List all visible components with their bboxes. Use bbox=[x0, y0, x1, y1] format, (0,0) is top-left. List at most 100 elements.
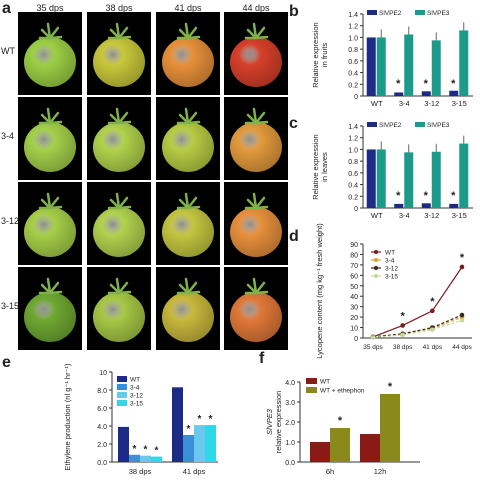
panel-label-b: b bbox=[289, 3, 299, 20]
legend-label: 3-4 bbox=[385, 258, 395, 265]
data-point bbox=[459, 317, 465, 323]
tomato-fruit-image bbox=[24, 192, 76, 257]
y-tick-label: 10 bbox=[350, 326, 358, 333]
bar bbox=[394, 92, 404, 96]
tomato-fruit-image bbox=[162, 107, 214, 172]
bar bbox=[183, 435, 194, 462]
bar bbox=[194, 425, 205, 462]
legend-swatch bbox=[415, 122, 425, 127]
bar bbox=[151, 456, 162, 462]
fruit-photo bbox=[87, 97, 151, 180]
x-tick-label: 3-4 bbox=[399, 99, 410, 108]
y-tick-label: 0.0 bbox=[97, 460, 107, 467]
y-tick-label: 0 bbox=[354, 94, 358, 101]
panel-label-c: c bbox=[289, 115, 298, 132]
data-point bbox=[459, 264, 465, 270]
significance-star: * bbox=[401, 310, 406, 322]
tomato-fruit-image bbox=[93, 107, 145, 172]
tomato-fruit-image bbox=[93, 22, 145, 87]
y-tick-label: 1.0 bbox=[348, 147, 358, 154]
significance-star: * bbox=[198, 414, 202, 425]
y-tick-label: 0 bbox=[354, 336, 358, 343]
panel-label-d: d bbox=[289, 228, 299, 245]
legend-marker bbox=[374, 250, 378, 254]
legend-label: WT bbox=[320, 379, 330, 386]
panel-label-f: f bbox=[259, 350, 265, 367]
fruit-photo bbox=[87, 182, 151, 265]
y-tick-label: 1.4 bbox=[348, 12, 358, 19]
bar bbox=[394, 203, 404, 208]
data-point bbox=[430, 308, 435, 314]
y-tick-label: 6.0 bbox=[97, 406, 107, 413]
tomato-fruit-image bbox=[162, 277, 214, 342]
y-tick-label: 30 bbox=[350, 305, 358, 312]
significance-star: * bbox=[451, 190, 456, 202]
y-tick-label: 0.8 bbox=[348, 47, 358, 54]
bar bbox=[449, 203, 459, 208]
y-tick-label: 0.4 bbox=[348, 183, 358, 190]
y-tick-label: 3.0 bbox=[285, 400, 295, 407]
y-tick-label: 1.0 bbox=[348, 35, 358, 42]
fruit-photo bbox=[224, 267, 288, 350]
bar bbox=[376, 37, 386, 96]
significance-star: * bbox=[187, 424, 191, 435]
legend-swatch bbox=[117, 400, 127, 406]
y-axis-title: Relative expression bbox=[311, 134, 320, 199]
bar bbox=[449, 90, 459, 96]
fruit-photo bbox=[87, 267, 151, 350]
data-point bbox=[400, 323, 405, 328]
y-tick-label: 0.6 bbox=[348, 171, 358, 178]
fruit-photo bbox=[156, 182, 220, 265]
y-tick-label: 80 bbox=[350, 252, 358, 259]
legend-swatch bbox=[367, 122, 377, 127]
tomato-fruit-image bbox=[230, 22, 282, 87]
significance-star: * bbox=[451, 78, 456, 90]
photo-row-label: 3-12 bbox=[1, 216, 20, 226]
tomato-fruit-image bbox=[230, 192, 282, 257]
x-tick-label: 12h bbox=[374, 467, 387, 476]
fruit-photo bbox=[224, 12, 288, 95]
legend-swatch bbox=[117, 392, 127, 398]
tomato-fruit-image bbox=[230, 107, 282, 172]
y-tick-label: 20 bbox=[350, 315, 358, 322]
y-axis-title: Ethylene production (nl g⁻¹ hr⁻¹) bbox=[63, 363, 72, 471]
y-tick-label: 0.2 bbox=[348, 82, 358, 89]
bar bbox=[118, 426, 129, 462]
tomato-fruit-image bbox=[93, 277, 145, 342]
significance-star: * bbox=[460, 252, 465, 264]
photo-row-label: 3-15 bbox=[1, 301, 20, 311]
y-tick-label: 70 bbox=[350, 263, 358, 270]
legend-label: WT bbox=[385, 250, 395, 257]
tomato-fruit-image bbox=[93, 192, 145, 257]
fruit-photo bbox=[156, 97, 220, 180]
significance-star: * bbox=[144, 445, 148, 456]
bar bbox=[459, 30, 469, 96]
legend-swatch bbox=[306, 378, 317, 384]
y-tick-label: 1.2 bbox=[348, 136, 358, 143]
y-tick-label: 0.6 bbox=[348, 59, 358, 66]
bar bbox=[431, 40, 441, 96]
bar bbox=[140, 455, 151, 462]
y-axis-title: Lycopene content (mg kg⁻¹ fresh weight) bbox=[315, 223, 324, 359]
significance-star: * bbox=[396, 190, 401, 202]
legend-label: WT bbox=[130, 377, 140, 384]
tomato-fruit-image bbox=[230, 277, 282, 342]
y-tick-label: 60 bbox=[350, 273, 358, 280]
bar bbox=[404, 152, 414, 208]
fruit-photo bbox=[224, 182, 288, 265]
y-tick-label: 90 bbox=[350, 242, 358, 249]
data-point bbox=[370, 335, 376, 340]
tomato-fruit-image bbox=[24, 22, 76, 87]
significance-star: * bbox=[424, 78, 429, 90]
bar bbox=[366, 149, 376, 208]
legend-label: 3-15 bbox=[385, 274, 398, 281]
fruit-photo bbox=[156, 267, 220, 350]
fruit-photo bbox=[18, 182, 82, 265]
x-tick-label: 41 dps bbox=[423, 344, 443, 351]
y-axis-title: in leaves bbox=[320, 152, 329, 182]
legend-label: WT + ethephon bbox=[320, 388, 365, 395]
